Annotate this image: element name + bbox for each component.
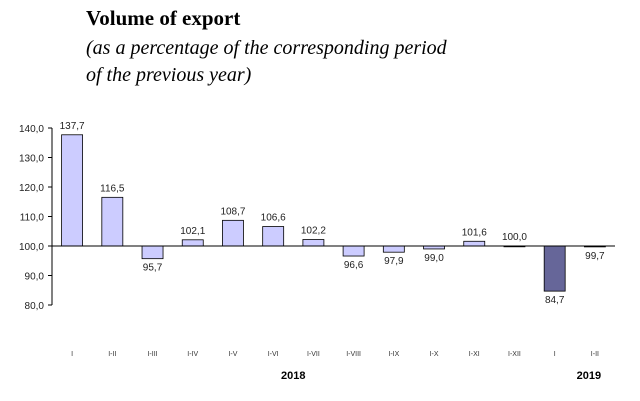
bar [302,239,325,247]
data-label: 99,0 [424,253,444,264]
bar [342,245,365,257]
data-label: 84,7 [545,295,565,306]
data-label: 137,7 [60,121,85,132]
chart-subtitle: (as a percentage of the corresponding pe… [86,37,447,86]
bar [141,245,164,260]
y-tick-label: 140,0 [19,124,44,135]
year-label: 2018 [281,370,305,382]
x-tick-label: I-VII [307,351,320,358]
x-tick-label: I-II [591,351,599,358]
x-tick-label: I-III [147,351,157,358]
bar [262,226,285,247]
x-tick-label: I-XI [469,351,480,358]
data-label: 99,7 [585,251,605,262]
data-label: 95,7 [143,263,163,274]
data-label: 106,6 [261,213,286,224]
data-label: 100,0 [502,232,527,243]
y-tick-label: 100,0 [19,242,44,253]
x-tick-label: I-XII [508,351,521,358]
x-tick-label: I-IX [388,351,399,358]
x-tick-label: I-II [108,351,116,358]
x-tick-label: I-VIII [346,351,361,358]
data-label: 97,9 [384,256,404,267]
x-tick-label: I [554,351,556,358]
data-label: 101,6 [462,227,487,238]
y-tick-label: 120,0 [19,183,44,194]
data-label: 116,5 [100,183,125,194]
bar [222,219,244,247]
data-label: 102,1 [180,226,205,237]
y-tick-label: 80,0 [25,301,45,312]
year-label: 2019 [577,370,601,382]
bar [543,245,566,292]
bar [61,134,84,247]
x-tick-label: I [71,351,73,358]
data-label: 102,2 [301,226,326,237]
bar [382,245,405,253]
chart-title: Volume of export [86,6,241,30]
bar [181,239,204,247]
bar [463,240,486,247]
x-tick-label: I-X [430,351,439,358]
x-tick-label: I-V [228,351,237,358]
data-label: 96,6 [344,260,364,271]
data-label: 108,7 [220,206,245,217]
bar [101,196,124,247]
x-tick-label: I-IV [187,351,198,358]
y-tick-label: 90,0 [25,272,45,283]
y-tick-label: 110,0 [20,213,45,224]
x-tick-label: I-VI [268,351,279,358]
y-tick-label: 130,0 [19,154,44,165]
